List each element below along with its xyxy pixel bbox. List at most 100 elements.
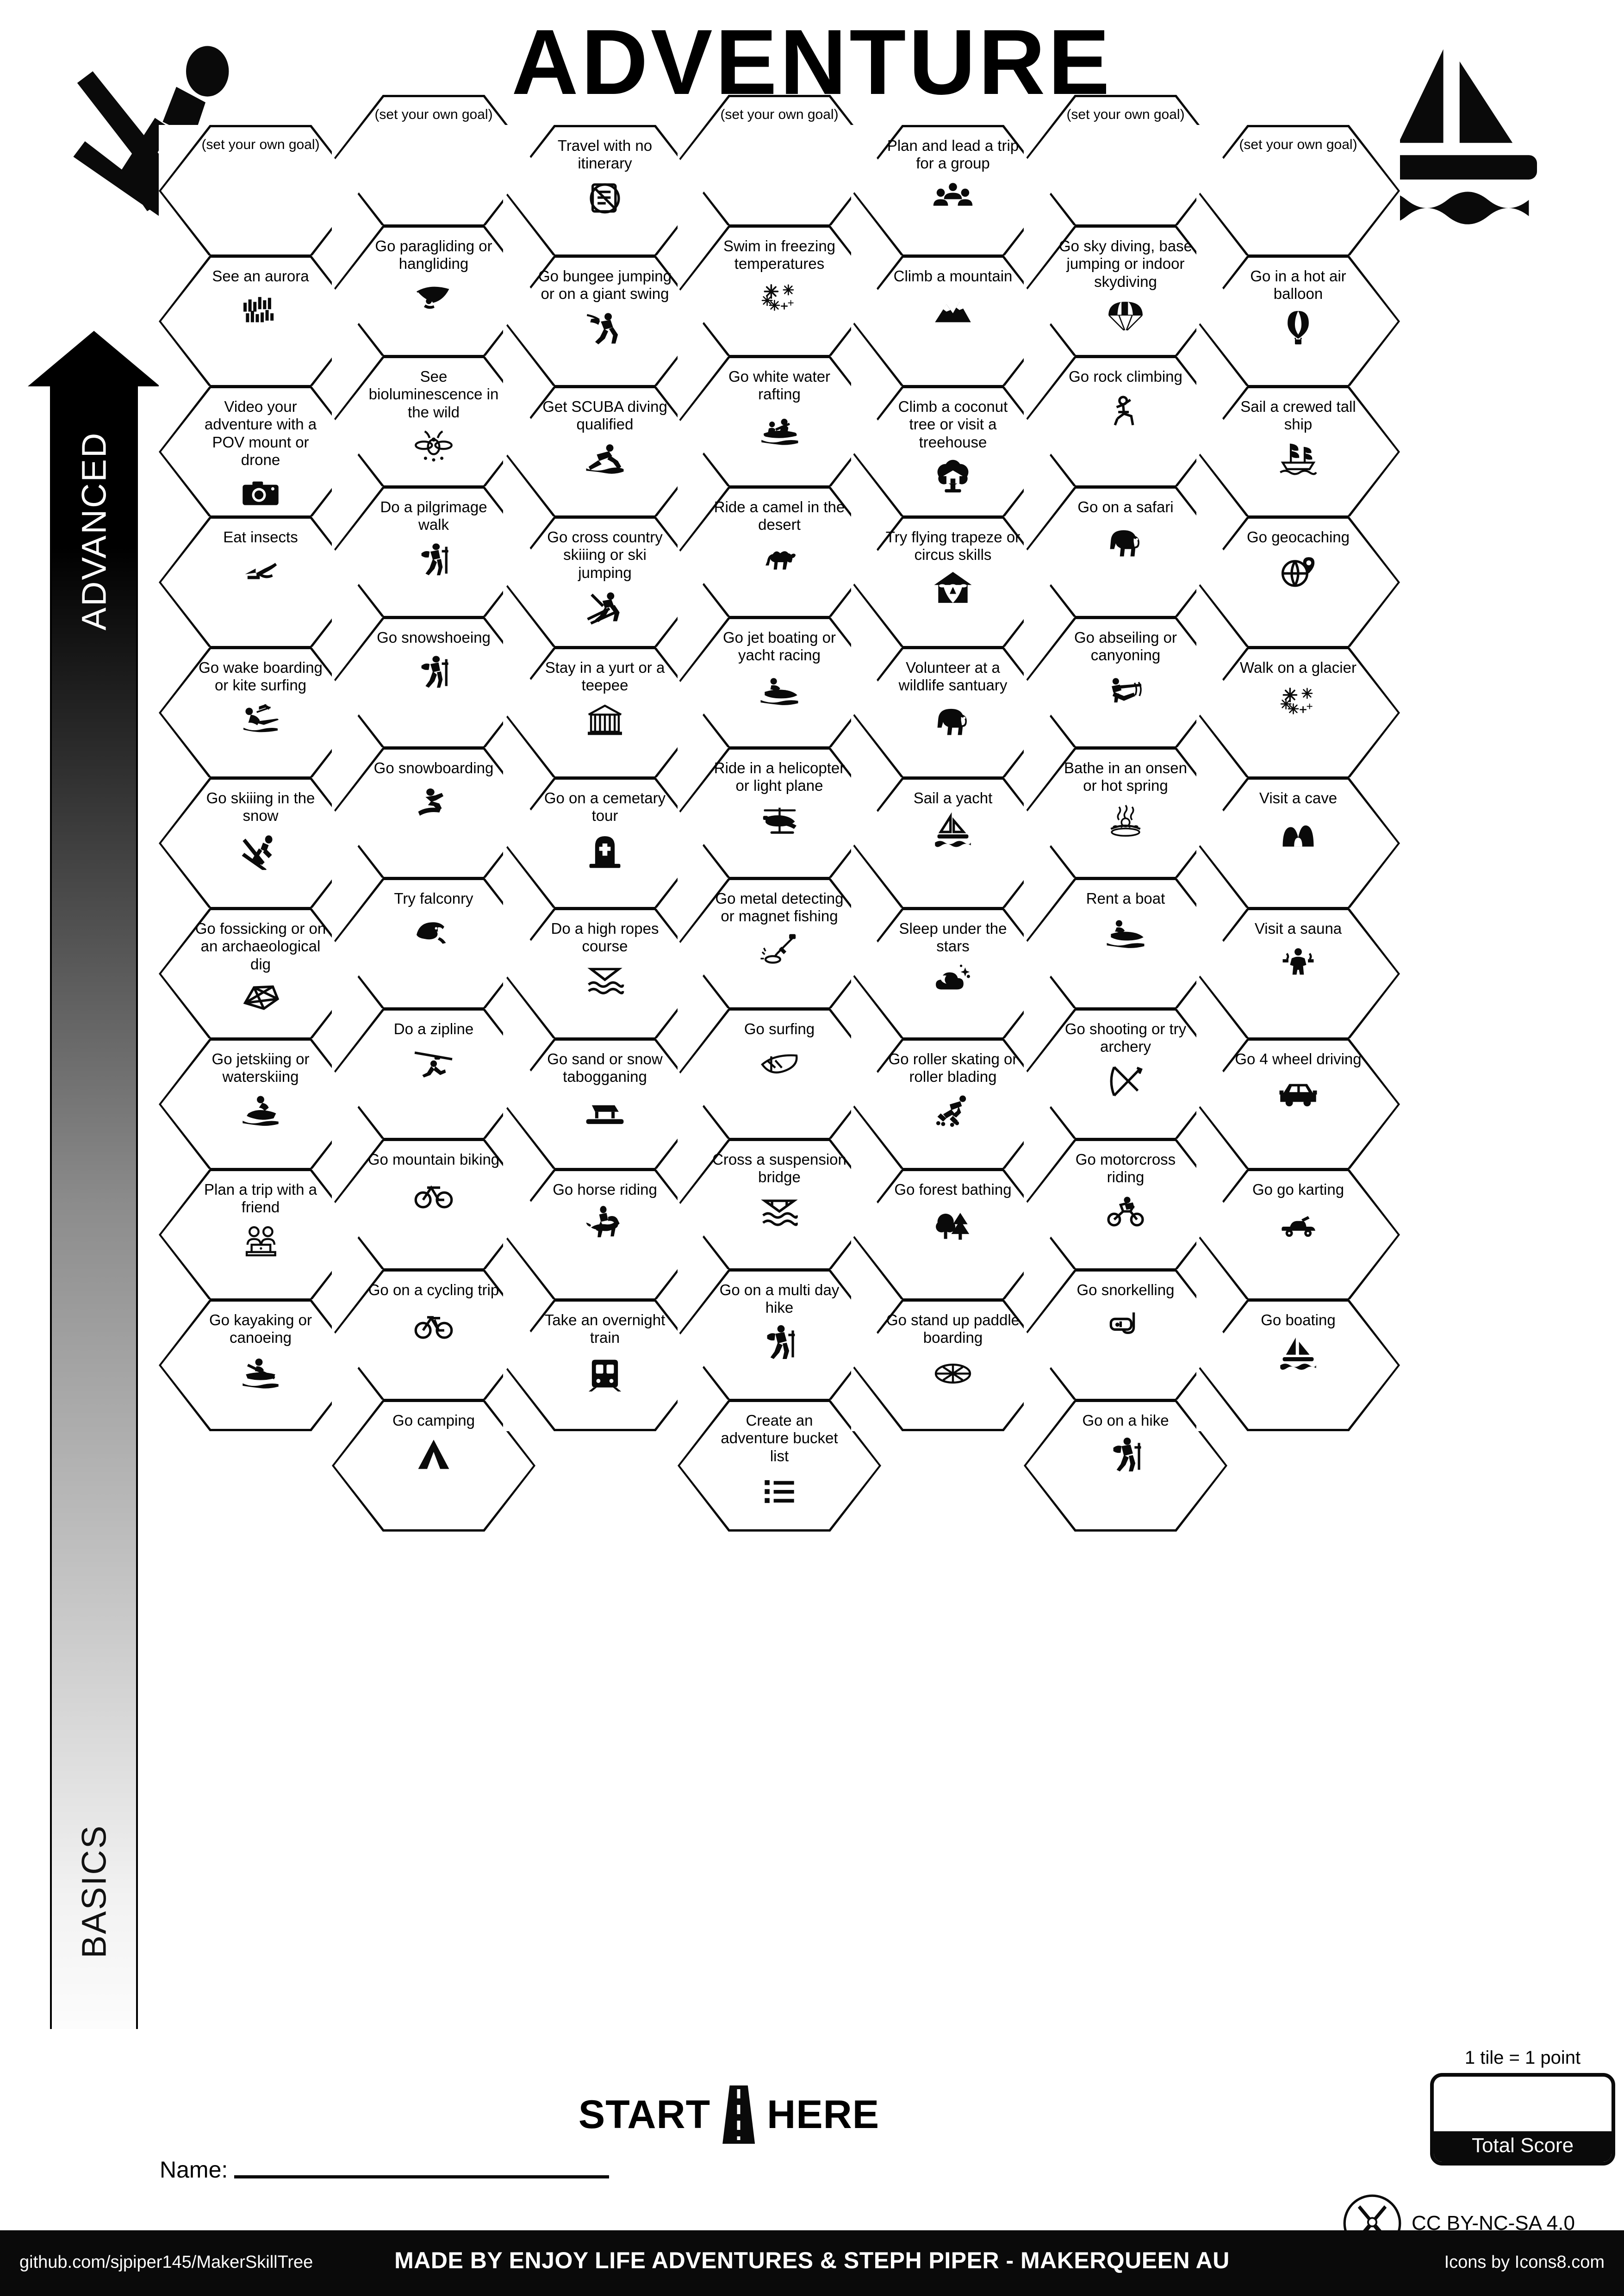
skill-tile[interactable]: Plan and lead a trip for a group: [851, 125, 1055, 257]
skill-tile[interactable]: Go go karting: [1196, 1169, 1400, 1301]
skill-tile[interactable]: Go abseiling or canyoning: [1024, 617, 1227, 749]
skill-tile[interactable]: Visit a sauna: [1196, 908, 1400, 1040]
tile-fill-area[interactable]: [1026, 1272, 1225, 1399]
skill-tile[interactable]: Go horse riding: [503, 1169, 707, 1301]
skill-tile[interactable]: Stay in a yurt or a teepee: [503, 647, 707, 779]
tile-fill-area[interactable]: [1199, 1302, 1398, 1429]
skill-tile[interactable]: Sail a crewed tall ship: [1196, 386, 1400, 518]
skill-tile[interactable]: Go cross country skiiing or ski jumping: [503, 516, 707, 648]
tile-fill-area[interactable]: [1026, 1011, 1225, 1138]
skill-tile[interactable]: Ride in a helicopter or light plane: [678, 747, 881, 879]
tile-fill-area[interactable]: [1026, 228, 1225, 355]
tile-fill-area[interactable]: [1026, 1402, 1225, 1529]
skill-tile[interactable]: Take an overnight train: [503, 1299, 707, 1431]
skill-tile[interactable]: Try flying trapeze or circus skills: [851, 516, 1055, 648]
skill-tile[interactable]: Get SCUBA diving qualified: [503, 386, 707, 518]
skill-tile[interactable]: Go roller skating or roller blading: [851, 1038, 1055, 1170]
tile-fill-area[interactable]: [161, 649, 360, 776]
skill-tile[interactable]: Walk on a glacier: [1196, 647, 1400, 779]
skill-tile[interactable]: Go on a cycling trip: [332, 1269, 535, 1401]
skill-tile[interactable]: Swim in freezing temperatures: [678, 225, 881, 357]
skill-tile[interactable]: Go 4 wheel driving: [1196, 1038, 1400, 1170]
skill-tile[interactable]: Go bungee jumping or on a giant swing: [503, 255, 707, 387]
name-input-line[interactable]: [234, 2175, 610, 2178]
tile-fill-area[interactable]: [1199, 519, 1398, 646]
skill-tile[interactable]: Do a high ropes course: [503, 908, 707, 1040]
skill-tile[interactable]: Sleep under the stars: [851, 908, 1055, 1040]
skill-tile[interactable]: Go stand up paddle boarding: [851, 1299, 1055, 1431]
skill-tile[interactable]: Go white water rafting: [678, 356, 881, 488]
footer-github-link[interactable]: github.com/sjpiper145/MakerSkillTree: [19, 2253, 313, 2272]
skill-tile[interactable]: Travel with no itinerary: [503, 125, 707, 257]
skill-tile[interactable]: Visit a cave: [1196, 777, 1400, 909]
skill-tile[interactable]: See an aurora: [159, 255, 362, 387]
skill-tile[interactable]: Go jet boating or yacht racing: [678, 617, 881, 749]
skill-tile[interactable]: Go snowshoeing: [332, 617, 535, 749]
skill-tile[interactable]: Go paragliding or hangliding: [332, 225, 535, 357]
skill-tile[interactable]: Do a zipline: [332, 1008, 535, 1140]
skill-tile[interactable]: (set your own goal): [332, 95, 535, 227]
skill-tile[interactable]: Go geocaching: [1196, 516, 1400, 648]
skill-tile[interactable]: Go on a safari: [1024, 486, 1227, 618]
skill-tile[interactable]: Go mountain biking: [332, 1139, 535, 1271]
skill-tile[interactable]: See bioluminescence in the wild: [332, 356, 535, 488]
skill-tile[interactable]: Go camping: [332, 1400, 535, 1532]
skill-tile[interactable]: Go surfing: [678, 1008, 881, 1140]
skill-tile[interactable]: Try falconry: [332, 878, 535, 1010]
skill-tile[interactable]: (set your own goal): [1196, 125, 1400, 257]
skill-tile[interactable]: Do a pilgrimage walk: [332, 486, 535, 618]
skill-tile[interactable]: Climb a mountain: [851, 255, 1055, 387]
tile-fill-area[interactable]: [1026, 880, 1225, 1007]
skill-tile[interactable]: Go snorkelling: [1024, 1269, 1227, 1401]
skill-tile[interactable]: Rent a boat: [1024, 878, 1227, 1010]
tile-fill-area[interactable]: [1026, 97, 1225, 224]
skill-tile[interactable]: Go forest bathing: [851, 1169, 1055, 1301]
skill-tile[interactable]: Go fossicking or on an archaeological di…: [159, 908, 362, 1040]
skill-tile[interactable]: Cross a suspension bridge: [678, 1139, 881, 1271]
skill-tile[interactable]: Go on a hike: [1024, 1400, 1227, 1532]
skill-tile[interactable]: Go jetskiing or waterskiing: [159, 1038, 362, 1170]
total-score-container[interactable]: Total Score: [1430, 2073, 1615, 2166]
tile-fill-area[interactable]: [1199, 127, 1398, 254]
skill-tile[interactable]: Plan a trip with a friend: [159, 1169, 362, 1301]
skill-tile[interactable]: Go skiiing in the snow: [159, 777, 362, 909]
skill-tile[interactable]: Go kayaking or canoeing: [159, 1299, 362, 1431]
skill-tile[interactable]: Video your adventure with a POV mount or…: [159, 386, 362, 518]
skill-tile[interactable]: Ride a camel in the desert: [678, 486, 881, 618]
tile-fill-area[interactable]: [161, 519, 360, 646]
skill-tile[interactable]: Go shooting or try archery: [1024, 1008, 1227, 1140]
skill-tile[interactable]: Bathe in an onsen or hot spring: [1024, 747, 1227, 879]
tile-fill-area[interactable]: [1026, 489, 1225, 616]
skill-tile[interactable]: Volunteer at a wildlife santuary: [851, 647, 1055, 779]
skill-tile[interactable]: Go rock climbing: [1024, 356, 1227, 488]
name-field[interactable]: Name:: [160, 2156, 610, 2183]
total-score-input[interactable]: [1434, 2077, 1612, 2131]
skill-tile[interactable]: Eat insects: [159, 516, 362, 648]
tile-fill-area[interactable]: [1199, 1041, 1398, 1168]
tile-fill-area[interactable]: [1026, 358, 1225, 485]
skill-tile[interactable]: (set your own goal): [159, 125, 362, 257]
skill-tile[interactable]: Go in a hot air balloon: [1196, 255, 1400, 387]
score-box[interactable]: 1 tile = 1 point Total Score: [1430, 2048, 1615, 2166]
skill-tile[interactable]: Go boating: [1196, 1299, 1400, 1431]
skill-tile[interactable]: (set your own goal): [678, 95, 881, 227]
skill-tile[interactable]: Go metal detecting or magnet fishing: [678, 878, 881, 1010]
skill-tile[interactable]: Go motorcross riding: [1024, 1139, 1227, 1271]
tile-fill-area[interactable]: [1026, 750, 1225, 877]
skill-tile[interactable]: Go on a cemetary tour: [503, 777, 707, 909]
skill-tile[interactable]: Go snowboarding: [332, 747, 535, 879]
skill-tile[interactable]: Climb a coconut tree or visit a treehous…: [851, 386, 1055, 518]
tile-fill-area[interactable]: [1199, 1171, 1398, 1298]
skill-tile[interactable]: Go wake boarding or kite surfing: [159, 647, 362, 779]
tile-fill-area[interactable]: [1199, 388, 1398, 515]
skill-tile[interactable]: Go sky diving, base jumping or indoor sk…: [1024, 225, 1227, 357]
skill-tile[interactable]: Create an adventure bucket list: [678, 1400, 881, 1532]
tile-fill-area[interactable]: [1199, 649, 1398, 776]
skill-tile[interactable]: Go sand or snow tabogganing: [503, 1038, 707, 1170]
skill-tile[interactable]: (set your own goal): [1024, 95, 1227, 227]
tile-fill-area[interactable]: [1199, 910, 1398, 1037]
tile-fill-area[interactable]: [1026, 619, 1225, 746]
skill-tile[interactable]: Sail a yacht: [851, 777, 1055, 909]
tile-fill-area[interactable]: [161, 780, 360, 907]
skill-tile[interactable]: Go on a multi day hike: [678, 1269, 881, 1401]
